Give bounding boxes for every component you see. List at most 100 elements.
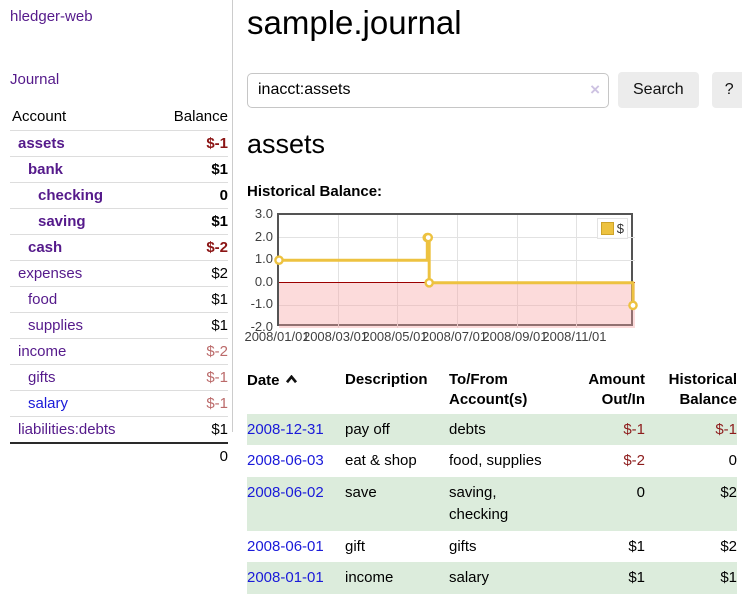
accounts-header-row: Account Balance: [10, 104, 228, 130]
search-form: × Search ?: [247, 72, 742, 108]
account-balance: $1: [152, 311, 228, 338]
data-point-marker: [424, 278, 435, 288]
y-tick-label: 3.0: [254, 206, 273, 221]
account-link-checking[interactable]: checking: [38, 186, 104, 204]
account-link-saving[interactable]: saving: [38, 212, 86, 230]
data-point-marker: [423, 232, 434, 243]
y-tick-label: 0.0: [254, 273, 273, 289]
v-gridline: [576, 215, 578, 328]
v-gridline: [337, 215, 339, 328]
x-tick-label: 2008/05/01: [362, 329, 428, 344]
transaction-description: pay off: [345, 413, 449, 446]
transaction-description: gift: [345, 537, 366, 555]
chart-legend: $: [596, 218, 628, 239]
account-link-bank[interactable]: bank: [28, 160, 64, 178]
account-link-salary[interactable]: salary: [28, 394, 69, 412]
journal-link[interactable]: Journal: [10, 71, 60, 88]
sort-ascending-icon: [285, 370, 298, 390]
y-tick-label: -2.0: [250, 319, 273, 334]
account-row: cash $-2: [10, 233, 228, 260]
search-input[interactable]: [247, 72, 609, 108]
brand-link[interactable]: hledger-web: [10, 8, 93, 25]
transaction-accounts: gifts: [449, 537, 477, 555]
data-point-marker: [274, 255, 284, 266]
account-link-food[interactable]: food: [28, 290, 58, 308]
register-row[interactable]: 2008-06-02 save saving, checking 0 $2: [247, 477, 737, 531]
transaction-date-link[interactable]: 2008-01-01: [247, 569, 324, 587]
account-link-income[interactable]: income: [18, 342, 67, 360]
transaction-date-link[interactable]: 2008-06-02: [247, 484, 324, 501]
x-tick-label: 2008/09/01: [482, 329, 548, 344]
chart-x-axis: 2008/01/01 2008/03/01 2008/05/01 2008/07/01…: [244, 326, 633, 344]
transaction-balance: $1: [645, 562, 737, 594]
register-row[interactable]: 2008-01-01 income salary $1 $1: [247, 562, 737, 594]
accounts-total-row: 0: [10, 441, 228, 469]
transaction-accounts: saving, checking: [449, 477, 565, 531]
x-tick-label: 2008/01/01: [244, 329, 310, 344]
account-link-cash[interactable]: cash: [28, 238, 63, 256]
transaction-accounts: debts: [449, 413, 565, 446]
sidebar: hledger-web Journal Account Balance asse…: [0, 0, 233, 469]
transaction-description: income: [345, 562, 449, 594]
column-header-accounts: To/From Account(s): [449, 371, 528, 409]
account-link-assets[interactable]: assets: [18, 134, 65, 152]
register-row[interactable]: 2008-06-01 gift gifts $1 $2: [247, 531, 737, 563]
account-balance: $1: [152, 207, 228, 234]
accounts-header-account: Account: [12, 108, 67, 126]
chart-plot: $: [274, 213, 638, 328]
transaction-amount: $-1: [565, 413, 645, 446]
accounts-header-balance: Balance: [173, 108, 228, 126]
account-row: gifts $-1: [10, 363, 228, 390]
account-balance: $1: [152, 155, 228, 182]
account-row: salary $-1: [10, 389, 228, 416]
account-link-gifts[interactable]: gifts: [28, 368, 56, 386]
account-row: income $-2: [10, 337, 228, 364]
help-button[interactable]: ?: [711, 72, 742, 108]
search-button[interactable]: Search: [618, 72, 699, 108]
page-title: sample.journal: [247, 4, 462, 41]
transaction-date-link[interactable]: 2008-06-03: [247, 452, 324, 470]
column-header-date[interactable]: Date: [247, 368, 345, 414]
transaction-amount: $1: [565, 562, 645, 594]
account-balance: $1: [152, 415, 228, 443]
main-content: sample.journal × Search ? assets Histori…: [244, 0, 742, 594]
transaction-balance: $2: [645, 477, 737, 531]
y-tick-label: 1.0: [254, 251, 273, 267]
accounts-total-value: 0: [152, 441, 228, 469]
column-header-balance: Historical Balance: [668, 371, 737, 409]
account-balance: $-2: [152, 233, 228, 260]
account-balance: $-1: [152, 129, 228, 156]
clear-search-icon[interactable]: ×: [590, 79, 600, 99]
historical-balance-chart: 3.0 2.0 1.0 0.0 -1.0 -2.0 $ 2008/01/01 2008/03…: [244, 207, 737, 344]
v-gridline: [456, 215, 458, 328]
accounts-table: Account Balance assets $-1 bank $1 check…: [10, 104, 228, 469]
x-tick-label: 2008/07/01: [421, 329, 488, 344]
account-row: expenses $2: [10, 259, 228, 286]
account-link-supplies[interactable]: supplies: [28, 316, 84, 334]
nav-journal: Journal: [10, 71, 228, 88]
transaction-balance: $-1: [645, 413, 737, 446]
transaction-description: eat & shop: [345, 452, 417, 470]
balance-line-layer: [274, 232, 638, 311]
y-tick-label: -1.0: [250, 296, 273, 312]
app-brand: hledger-web: [10, 8, 228, 25]
account-link-liabilities-debts[interactable]: liabilities:debts: [18, 420, 116, 438]
account-link-expenses[interactable]: expenses: [18, 264, 83, 282]
v-gridline: [516, 215, 518, 328]
transaction-balance: $2: [720, 537, 737, 555]
transaction-description: save: [345, 477, 449, 531]
transaction-accounts: food, supplies: [449, 452, 542, 470]
account-row: bank $1: [10, 155, 228, 182]
register-table: Date Description To/From Account(s) Amou…: [247, 368, 737, 594]
transaction-date-link[interactable]: 2008-06-01: [247, 537, 324, 555]
transaction-balance: 0: [728, 452, 737, 470]
register-row[interactable]: 2008-12-31 pay off debts $-1 $-1: [247, 413, 737, 446]
register-row[interactable]: 2008-06-03 eat & shop food, supplies $-2…: [247, 445, 737, 477]
chart-plot-inner: [274, 215, 638, 328]
transaction-amount: $1: [628, 537, 645, 555]
chart-title: Historical Balance:: [247, 183, 383, 200]
account-row: liabilities:debts $1: [10, 415, 228, 443]
register-header-row: Date Description To/From Account(s) Amou…: [247, 368, 737, 414]
x-tick-label: 2008/03/01: [302, 329, 369, 344]
transaction-date-link[interactable]: 2008-12-31: [247, 420, 324, 438]
